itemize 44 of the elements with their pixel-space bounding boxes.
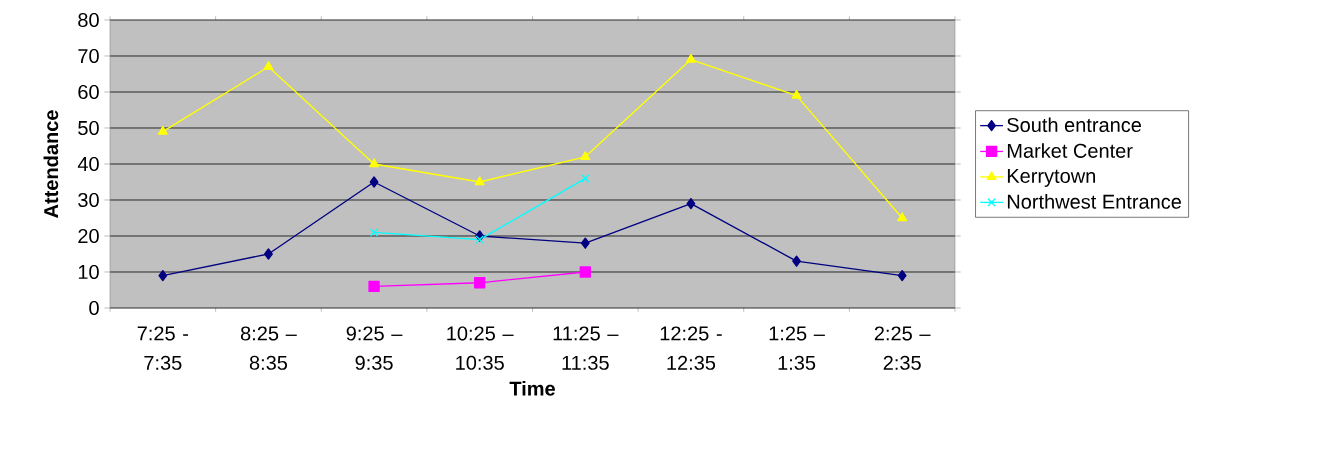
point [580,151,591,160]
y-tick-label: 60 [78,84,99,100]
x-tick-label: 12:25 - 12:35 [660,326,722,370]
point [369,228,379,237]
x-tick-label: 11:25 – 11:35 [553,326,619,370]
legend-label: Northwest Entrance [1007,194,1181,209]
x-tick-label: 2:25 – 2:35 [874,326,931,370]
x-tick-label: 10:25 – 10:35 [447,326,514,370]
y-tick-label: 10 [78,264,99,280]
y-tick-label: 0 [89,300,99,316]
y-tick-label: 80 [78,12,99,28]
point [791,89,802,99]
point [475,235,484,244]
y-axis-title: Attendance [43,110,59,218]
point [369,158,380,168]
point [368,280,380,293]
x-tick-label: 9:25 – 9:35 [346,326,403,370]
point [264,248,273,260]
legend-label: Kerrytown [1007,169,1096,187]
point [580,237,590,249]
x-tick-label: 8:25 – 8:35 [240,326,297,370]
point [897,269,907,282]
legend-label: South entrance [1007,117,1142,133]
y-tick-label: 50 [78,120,99,136]
point [157,125,168,135]
x-axis-title: Time [509,381,555,396]
x-tick-label: 7:25 - 7:35 [137,326,189,370]
point [897,212,908,222]
point [581,174,590,183]
point [369,176,379,188]
point [474,277,486,289]
x-tick-label: 1:25 – 1:35 [769,326,825,370]
y-tick-label: 40 [77,156,99,172]
point [686,197,696,210]
point [685,53,696,63]
y-tick-label: 30 [78,192,99,208]
point [474,176,485,186]
point [158,269,168,282]
legend-label: Market Center [1007,143,1133,158]
point [263,61,274,70]
point [792,255,801,267]
y-tick-label: 20 [78,228,99,244]
y-tick-label: 70 [78,48,99,64]
point [579,266,591,278]
